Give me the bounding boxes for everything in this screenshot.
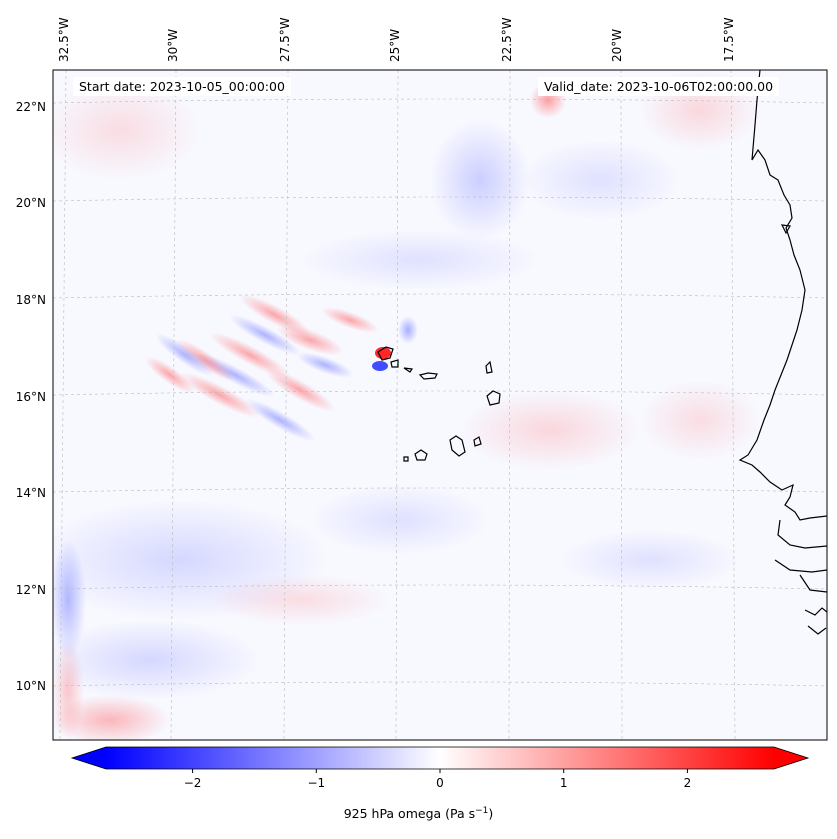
longitude-axis: 32.5°W 30°W 27.5°W 25°W 22.5°W 20°W 17.5… <box>57 17 736 62</box>
colorbar-over-arrow <box>774 747 808 769</box>
valid-date-label: Valid_date: 2023-10-06T02:00:00.00 <box>538 77 780 96</box>
lon-label: 32.5°W <box>57 17 71 62</box>
colorbar-label-text: 925 hPa omega (Pa s <box>343 806 476 822</box>
lat-label: 16°N <box>16 390 46 404</box>
colorbar-label: 925 hPa omega (Pa s−1) <box>0 806 837 821</box>
latitude-axis: 22°N 20°N 18°N 16°N 14°N 12°N 10°N <box>16 100 46 693</box>
omega-field <box>53 70 760 740</box>
colorbar-label-close: ) <box>488 806 494 822</box>
colorbar-under-arrow <box>72 747 106 769</box>
lat-label: 18°N <box>16 293 46 307</box>
africa-coast <box>738 70 827 521</box>
colorbar-tick-label: 0 <box>436 776 444 790</box>
colorbar-tick-label: −2 <box>184 776 202 790</box>
lon-label: 30°W <box>166 29 180 62</box>
cape-verde-islands <box>377 346 501 462</box>
lon-label: 25°W <box>388 29 402 62</box>
colorbar-fill <box>106 747 774 769</box>
map-frame <box>52 69 828 741</box>
colorbar-ticks: −2 −1 0 1 2 <box>184 769 691 790</box>
graticule <box>53 70 827 740</box>
coastline <box>738 70 827 635</box>
lat-label: 12°N <box>16 583 46 597</box>
map-panel <box>53 70 827 740</box>
lon-label: 22.5°W <box>500 17 514 62</box>
lat-label: 22°N <box>16 100 46 114</box>
lon-label: 20°W <box>610 29 624 62</box>
lat-label: 20°N <box>16 196 46 210</box>
colorbar-tick-label: 1 <box>560 776 568 790</box>
colorbar-label-exponent: −1 <box>475 806 489 816</box>
lat-label: 14°N <box>16 486 46 500</box>
colorbar-tick-label: 2 <box>684 776 692 790</box>
lat-label: 10°N <box>16 679 46 693</box>
colorbar: −2 −1 0 1 2 <box>70 746 810 790</box>
lon-label: 27.5°W <box>278 17 292 62</box>
colorbar-outline <box>70 746 810 770</box>
start-date-label: Start date: 2023-10-05_00:00:00 <box>73 77 291 96</box>
lon-label: 17.5°W <box>722 17 736 62</box>
colorbar-tick-label: −1 <box>307 776 325 790</box>
